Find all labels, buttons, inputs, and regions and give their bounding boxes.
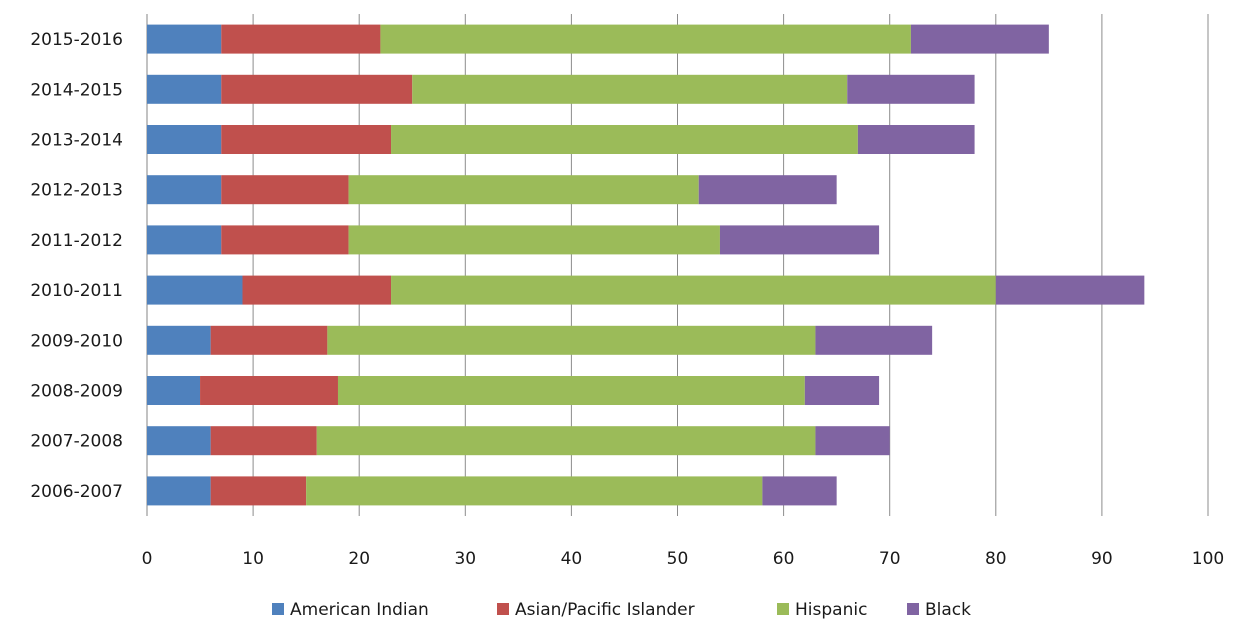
- bar-segment: [995, 275, 1145, 305]
- bar-segment: [221, 225, 349, 255]
- bar-segment: [221, 74, 413, 104]
- bar-segment: [210, 325, 328, 355]
- legend-label: Hispanic: [795, 600, 867, 620]
- legend-swatch: [907, 603, 919, 615]
- bar-segment: [147, 325, 211, 355]
- x-tick-label: 40: [561, 549, 583, 569]
- y-category-label: 2006-2007: [30, 482, 123, 502]
- y-category-label: 2008-2009: [30, 382, 123, 402]
- bar-segment: [815, 426, 890, 456]
- bar-segment: [147, 24, 222, 54]
- x-tick-label: 50: [667, 549, 689, 569]
- bar-segment: [857, 125, 975, 154]
- bar-segment: [847, 74, 975, 104]
- bar-segment: [306, 476, 763, 506]
- bar-segment: [221, 125, 392, 154]
- x-tick-label: 80: [985, 549, 1007, 569]
- bar-segment: [147, 175, 222, 205]
- y-category-label: 2007-2008: [30, 432, 123, 452]
- bar-segment: [200, 376, 338, 405]
- legend-swatch: [497, 603, 509, 615]
- bars: [147, 24, 1145, 506]
- legend-swatch: [777, 603, 789, 615]
- bar-segment: [316, 426, 816, 456]
- bar-segment: [762, 476, 837, 506]
- x-tick-label: 20: [348, 549, 370, 569]
- x-axis-ticks: 0 10 20 30 40 50 60 70 80 90 100: [142, 549, 1225, 569]
- bar-segment: [210, 426, 317, 456]
- bar-segment: [337, 376, 805, 405]
- bar-segment: [815, 325, 933, 355]
- x-tick-label: 90: [1091, 549, 1113, 569]
- x-tick-label: 100: [1192, 549, 1224, 569]
- legend-label: Asian/Pacific Islander: [515, 600, 695, 620]
- bar-segment: [391, 275, 996, 305]
- bar-segment: [327, 325, 816, 355]
- y-axis-category-labels: 2006-2007 2007-2008 2008-2009 2009-2010 2010…: [30, 30, 123, 502]
- x-tick-label: 70: [879, 549, 901, 569]
- bar-segment: [348, 175, 699, 205]
- bar-segment: [147, 74, 222, 104]
- bar-segment: [147, 476, 211, 506]
- bar-segment: [210, 476, 307, 506]
- bar-segment: [221, 175, 349, 205]
- y-category-label: 2014-2015: [30, 80, 123, 100]
- y-category-label: 2012-2013: [30, 181, 123, 201]
- bar-segment: [147, 125, 222, 154]
- bar-segment: [242, 275, 392, 305]
- legend-swatch: [272, 603, 284, 615]
- x-tick-label: 30: [454, 549, 476, 569]
- bar-segment: [910, 24, 1049, 54]
- legend: American Indian Asian/Pacific Islander His…: [272, 600, 971, 620]
- bar-segment: [348, 225, 720, 255]
- bar-segment: [380, 24, 911, 54]
- bar-segment: [147, 376, 201, 405]
- legend-label: Black: [925, 600, 971, 620]
- x-tick-label: 10: [242, 549, 264, 569]
- bar-segment: [698, 175, 837, 205]
- bar-segment: [147, 275, 243, 305]
- bar-segment: [804, 376, 880, 405]
- bar-segment: [391, 125, 858, 154]
- bar-segment: [412, 74, 848, 104]
- bar-segment: [719, 225, 880, 255]
- x-tick-label: 0: [142, 549, 153, 569]
- bar-segment: [147, 426, 211, 456]
- y-category-label: 2013-2014: [30, 131, 123, 151]
- y-category-label: 2011-2012: [30, 231, 123, 251]
- y-category-label: 2010-2011: [30, 281, 123, 301]
- bar-segment: [147, 225, 222, 255]
- y-category-label: 2009-2010: [30, 331, 123, 351]
- bar-segment: [221, 24, 381, 54]
- legend-label: American Indian: [290, 600, 429, 620]
- y-category-label: 2015-2016: [30, 30, 123, 50]
- x-tick-label: 60: [773, 549, 795, 569]
